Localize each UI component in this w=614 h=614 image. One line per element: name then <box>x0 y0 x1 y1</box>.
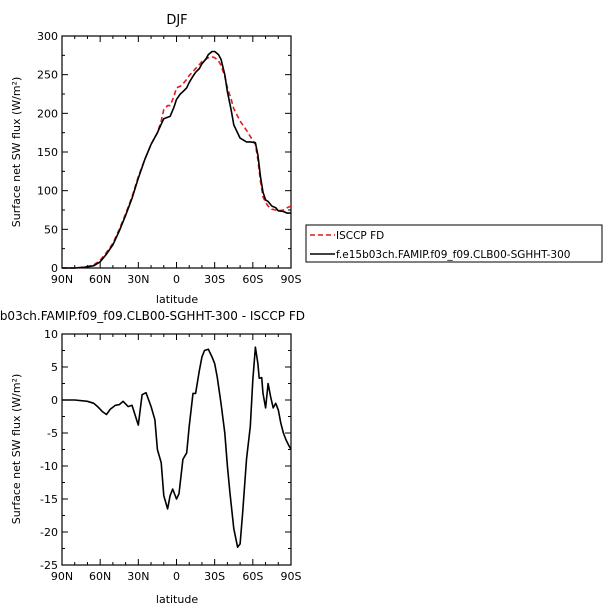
bottom-plot-frame <box>61 333 292 566</box>
bottom-series-line-0 <box>62 346 292 549</box>
top-panel-title: DJF <box>166 13 187 28</box>
bottom-x-tick-label: 60S <box>242 570 263 583</box>
top-series-line-1 <box>62 50 291 269</box>
bottom-x-tick-label: 0 <box>173 570 180 583</box>
top-panel-series <box>62 50 292 269</box>
bottom-y-axis-label-text: Surface net SW flux (W/m²) <box>10 374 23 525</box>
bottom-x-tick-label: 30N <box>127 570 149 583</box>
legend-label-isccp: ISCCP FD <box>336 230 384 242</box>
top-x-tick-label: 60N <box>89 273 111 286</box>
bottom-y-tick-label: 0 <box>51 394 58 407</box>
top-y-tick-label: 300 <box>37 30 58 43</box>
bottom-y-tick-label: -10 <box>40 460 58 473</box>
bottom-panel: f.e15b03ch.FAMIP.f09_f09.CLB00-SGHHT-300… <box>0 309 305 606</box>
legend-label-model: f.e15b03ch.FAMIP.f09_f09.CLB00-SGHHT-300 <box>336 249 570 261</box>
top-y-tick-label: 0 <box>51 262 58 275</box>
bottom-panel-ticks: 90N 60N 30N 0 30S 60S 90S -25 -20 -15 -10 -5 0 5 10 <box>40 328 301 583</box>
top-x-tick-label: 90S <box>281 273 302 286</box>
bottom-x-tick-label: 90S <box>281 570 302 583</box>
top-panel: DJF 90N 60N 30N 0 30S 60S 90S 0 50 100 150 200 250 30… <box>10 13 302 306</box>
top-y-tick-label: 250 <box>37 69 58 82</box>
top-x-tick-label: 30N <box>127 273 149 286</box>
top-y-tick-label: 50 <box>44 223 58 236</box>
top-y-tick-label: 150 <box>37 146 58 159</box>
top-panel-ticks: 90N 60N 30N 0 30S 60S 90S 0 50 100 150 200 250 300 <box>37 30 302 286</box>
top-x-tick-label: 90N <box>51 273 73 286</box>
top-x-tick-label: 60S <box>242 273 263 286</box>
bottom-y-tick-label: -25 <box>40 559 58 572</box>
legend: ISCCP FD f.e15b03ch.FAMIP.f09_f09.CLB00-… <box>305 224 603 263</box>
bottom-y-tick-label: -15 <box>40 493 58 506</box>
top-y-tick-label: 200 <box>37 107 58 120</box>
top-x-tick-label: 0 <box>173 273 180 286</box>
top-y-axis-label: Surface net SW flux (W/m²) <box>10 77 23 228</box>
top-y-axis-label-text: Surface net SW flux (W/m²) <box>10 77 23 228</box>
legend-frame <box>305 224 603 263</box>
bottom-x-axis-label: latitude <box>156 593 198 606</box>
bottom-x-tick-label: 60N <box>89 570 111 583</box>
top-x-axis-label: latitude <box>156 293 198 306</box>
top-x-tick-label: 30S <box>204 273 225 286</box>
bottom-y-tick-label: -20 <box>40 526 58 539</box>
bottom-panel-series <box>62 346 292 549</box>
bottom-y-axis-label: Surface net SW flux (W/m²) <box>10 374 23 525</box>
bottom-y-tick-label: 5 <box>51 361 58 374</box>
bottom-x-tick-label: 30S <box>204 570 225 583</box>
bottom-y-tick-label: 10 <box>44 328 58 341</box>
bottom-panel-title: f.e15b03ch.FAMIP.f09_f09.CLB00-SGHHT-300… <box>0 309 305 323</box>
top-y-tick-label: 100 <box>37 185 58 198</box>
bottom-x-tick-label: 90N <box>51 570 73 583</box>
top-series-line-0 <box>62 56 292 269</box>
bottom-y-tick-label: -5 <box>47 427 58 440</box>
